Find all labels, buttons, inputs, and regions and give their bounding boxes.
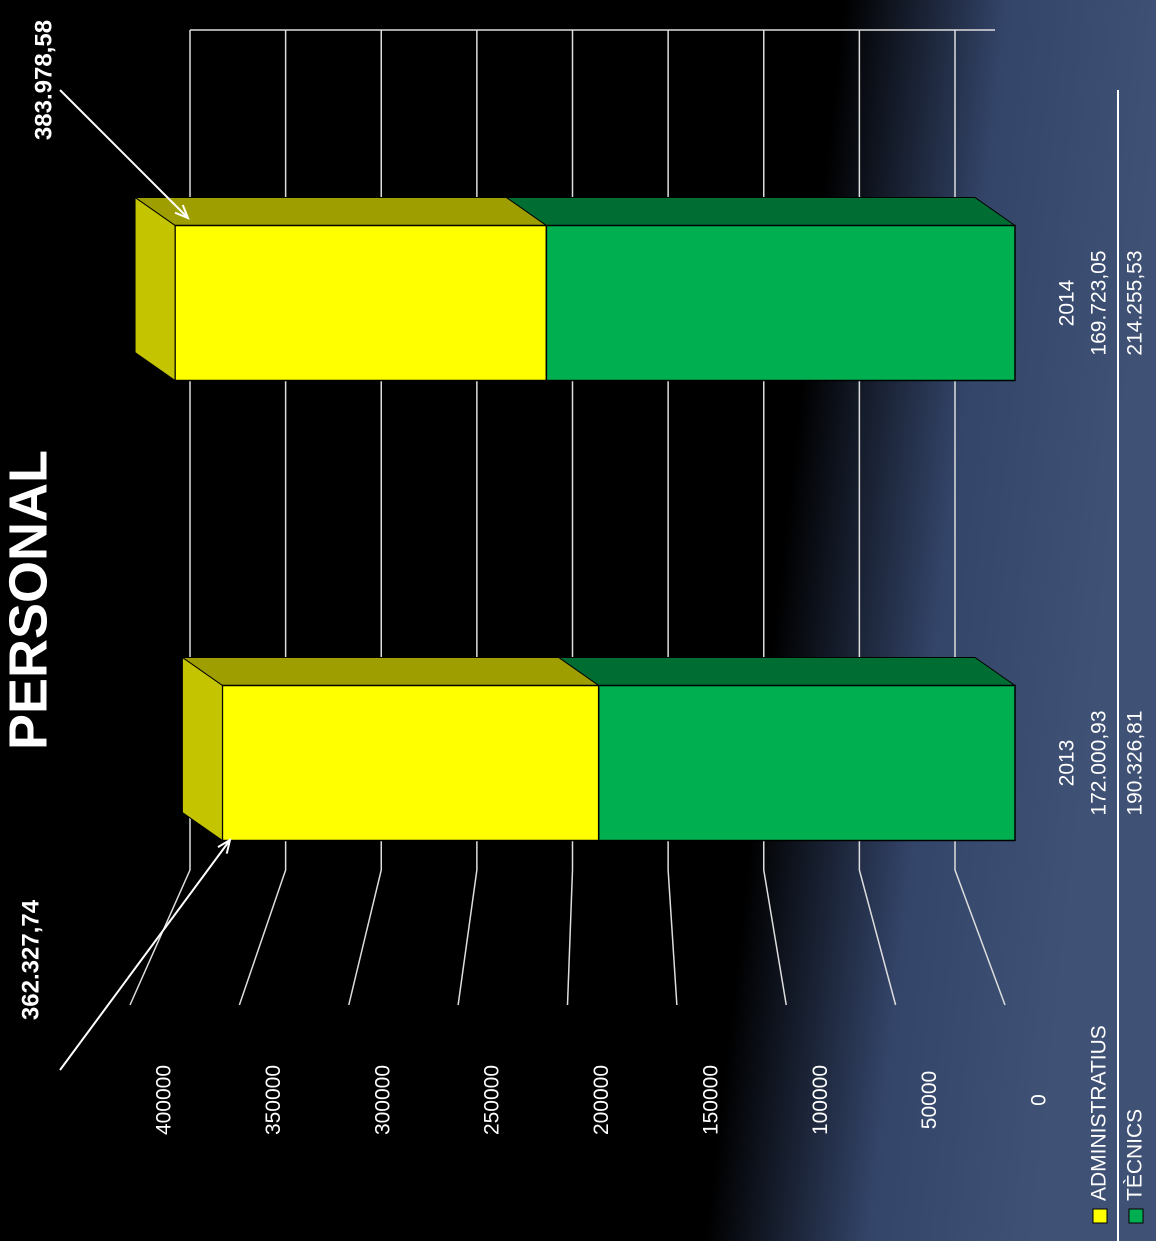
arrow-head bbox=[217, 837, 232, 854]
arrow-head bbox=[174, 204, 190, 220]
annotation-arrow bbox=[59, 89, 189, 219]
bar-top bbox=[557, 657, 1017, 686]
x-tick-label: 2014 bbox=[1056, 279, 1079, 326]
bar-top bbox=[504, 197, 1017, 226]
bar bbox=[545, 224, 1016, 382]
bar-top bbox=[180, 657, 601, 686]
y-tick-label: 300000 bbox=[371, 1065, 394, 1135]
y-tick-label: 250000 bbox=[481, 1065, 504, 1135]
x-tick-label: 2013 bbox=[1056, 740, 1079, 787]
bar-top bbox=[133, 197, 548, 226]
annotation-arrow bbox=[59, 839, 231, 1071]
table-value: 214.255,53 bbox=[1124, 250, 1147, 355]
bar-cap bbox=[134, 196, 176, 382]
table-value: 172.000,93 bbox=[1088, 710, 1111, 815]
y-tick-label: 50000 bbox=[918, 1071, 941, 1129]
plot: PERSONAL 0 50000 100000 150000 200000 250000 3… bbox=[0, 20, 1147, 1241]
bar bbox=[174, 224, 548, 382]
bar-cap bbox=[181, 656, 223, 842]
chart-title: PERSONAL bbox=[0, 450, 58, 750]
bar bbox=[221, 684, 600, 842]
y-tick-label: 100000 bbox=[809, 1065, 832, 1135]
y-tick-label: 200000 bbox=[590, 1065, 613, 1135]
legend-swatch bbox=[1092, 1208, 1108, 1224]
table-value: 169.723,05 bbox=[1088, 250, 1111, 355]
y-tick-label: 350000 bbox=[262, 1065, 285, 1135]
y-tick-label: 150000 bbox=[699, 1065, 722, 1135]
legend-label: TÈCNICS bbox=[1124, 1109, 1147, 1201]
y-tick-label: 400000 bbox=[153, 1065, 176, 1135]
legend-label: ADMINISTRATIUS bbox=[1088, 1025, 1111, 1201]
total-label: 383.978,58 bbox=[30, 20, 57, 140]
y-tick-label: 0 bbox=[1028, 1094, 1051, 1106]
bar bbox=[597, 684, 1016, 842]
total-label: 362.327,74 bbox=[17, 899, 44, 1020]
table-value: 190.326,81 bbox=[1124, 710, 1147, 815]
legend-swatch bbox=[1128, 1208, 1144, 1224]
